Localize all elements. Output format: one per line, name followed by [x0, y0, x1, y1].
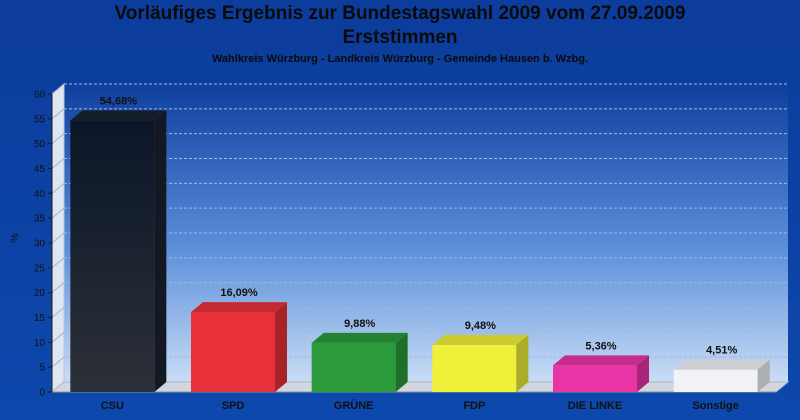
bar-5-side	[757, 359, 770, 392]
bar-value-label: 9,48%	[465, 320, 496, 332]
x-tick-label: SPD	[222, 400, 245, 412]
bar-1-top	[191, 302, 287, 313]
y-tick-label: 15	[34, 313, 46, 324]
x-tick-label: FDP	[463, 400, 485, 412]
y-tick-label: 60	[34, 90, 46, 101]
bar-0-front	[70, 120, 155, 392]
bar-2-top	[311, 332, 408, 343]
y-tick-label: 25	[34, 263, 46, 274]
y-tick-label: 30	[34, 239, 46, 250]
y-tick-label: 35	[34, 214, 46, 225]
bar-value-label: 16,09%	[220, 287, 258, 299]
x-tick-label: Sonstige	[692, 400, 738, 412]
y-tick-label: 50	[34, 139, 46, 150]
x-tick-label: CSU	[101, 400, 124, 412]
grid-diag	[51, 356, 65, 368]
bar-4-front	[553, 365, 637, 392]
bar-value-label: 5,36%	[585, 340, 616, 352]
bar-value-label: 9,88%	[344, 318, 375, 330]
grid-diag	[51, 282, 65, 294]
grid-diag	[51, 207, 65, 219]
bar-1-front	[191, 312, 275, 392]
bar-1-side	[275, 302, 287, 392]
y-tick-label: 10	[34, 338, 46, 349]
grid-diag	[51, 133, 65, 145]
x-tick-label: DIE LINKE	[568, 400, 622, 412]
grid-diag	[51, 83, 65, 95]
bar-3-front	[432, 344, 517, 392]
grid-diag	[51, 182, 65, 194]
grid-diag	[51, 232, 65, 244]
y-tick-label: 40	[34, 189, 46, 200]
bar-0-side	[154, 110, 167, 392]
y-axis-label: %	[9, 233, 21, 243]
x-tick-label: GRÜNE	[334, 399, 374, 412]
y-tick-label: 45	[34, 164, 46, 175]
grid-diag	[51, 331, 65, 343]
bar-3-top	[432, 334, 529, 345]
bar-2-front	[311, 342, 396, 392]
y-tick-label: 5	[39, 363, 45, 374]
grid-diag	[51, 257, 65, 269]
bar-2-side	[395, 332, 408, 392]
bar-value-label: 4,51%	[706, 345, 737, 357]
bar-0-top	[70, 110, 167, 121]
y-tick-label: 20	[34, 288, 46, 299]
chart-title: Vorläufiges Ergebnis zur Bundestagswahl …	[114, 3, 686, 24]
chart-subtitle-region: Wahlkreis Würzburg - Landkreis Würzburg …	[211, 53, 589, 65]
bar-3-side	[516, 334, 529, 392]
grid-diag	[51, 108, 65, 120]
grid-diag	[51, 158, 65, 169]
bar-value-label: 54,68%	[100, 95, 138, 107]
chart-subtitle: Erststimmen	[342, 27, 458, 48]
grid-diag	[51, 307, 65, 318]
bar-4-side	[637, 355, 649, 392]
bar-5-front	[673, 369, 758, 392]
bar-5-top	[673, 359, 770, 370]
y-tick-label: 0	[39, 388, 45, 399]
y-tick-label: 55	[34, 114, 46, 125]
bar-4-top	[553, 355, 649, 366]
